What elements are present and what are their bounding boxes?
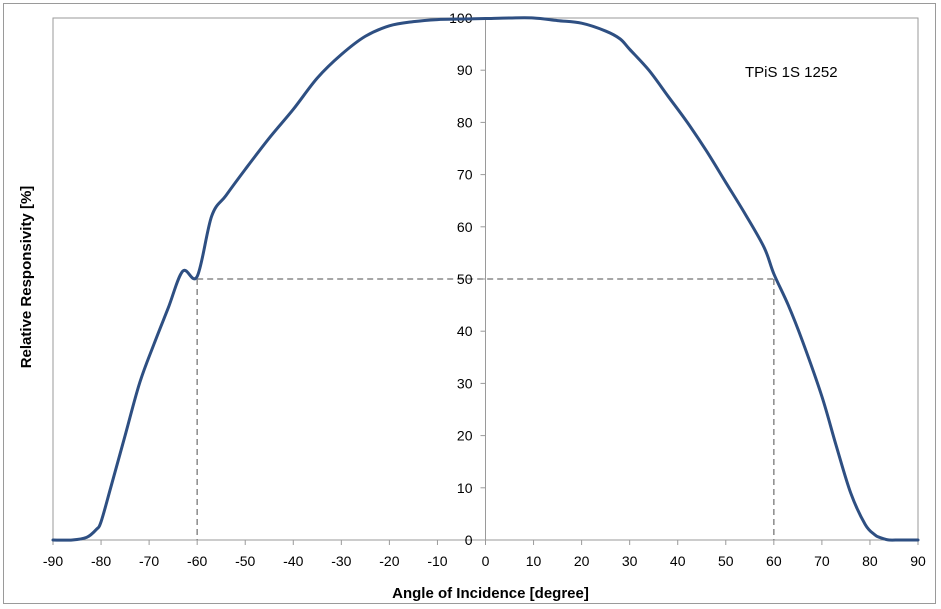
x-tick-label: 80 [862,553,878,569]
y-tick-label: 50 [457,271,473,287]
x-tick-label: -60 [187,553,207,569]
y-tick-label: 30 [457,375,473,391]
x-tick-label: -30 [331,553,351,569]
x-tick-label: -10 [427,553,447,569]
x-tick-label: 90 [910,553,926,569]
x-tick-label: 60 [766,553,782,569]
x-tick-label: 30 [622,553,638,569]
x-tick-label: -50 [235,553,255,569]
y-tick-label: 10 [457,480,473,496]
x-tick-label: -80 [91,553,111,569]
x-tick-label: 0 [482,553,490,569]
y-tick-label: 90 [457,62,473,78]
x-tick-label: -70 [139,553,159,569]
x-tick-label: -90 [43,553,63,569]
sensor-model-label: TPiS 1S 1252 [745,64,838,81]
reference-lines [196,278,775,540]
chart-frame [3,3,936,604]
y-tick-label: 40 [457,323,473,339]
series-line [51,16,920,542]
y-axis-label: Relative Responsivity [%] [18,186,35,369]
x-tick-label: 50 [718,553,734,569]
x-tick-label: -20 [379,553,399,569]
x-axis-ticks: -90 -80 -70 -60 -50 -40 -30 -20 -10 0 10 20 30 40 50 60… [43,540,926,569]
y-tick-label: 0 [465,532,473,548]
y-tick-label: 70 [457,167,473,183]
y-tick-label: 80 [457,114,473,130]
x-tick-label: 20 [574,553,590,569]
x-tick-label: 10 [526,553,542,569]
x-tick-label: 70 [814,553,830,569]
y-tick-label: 20 [457,428,473,444]
x-tick-label: -40 [283,553,303,569]
series-layer [51,16,920,542]
y-tick-label: 60 [457,219,473,235]
x-tick-label: 40 [670,553,686,569]
x-axis-label: Angle of Incidence [degree] [392,585,589,602]
